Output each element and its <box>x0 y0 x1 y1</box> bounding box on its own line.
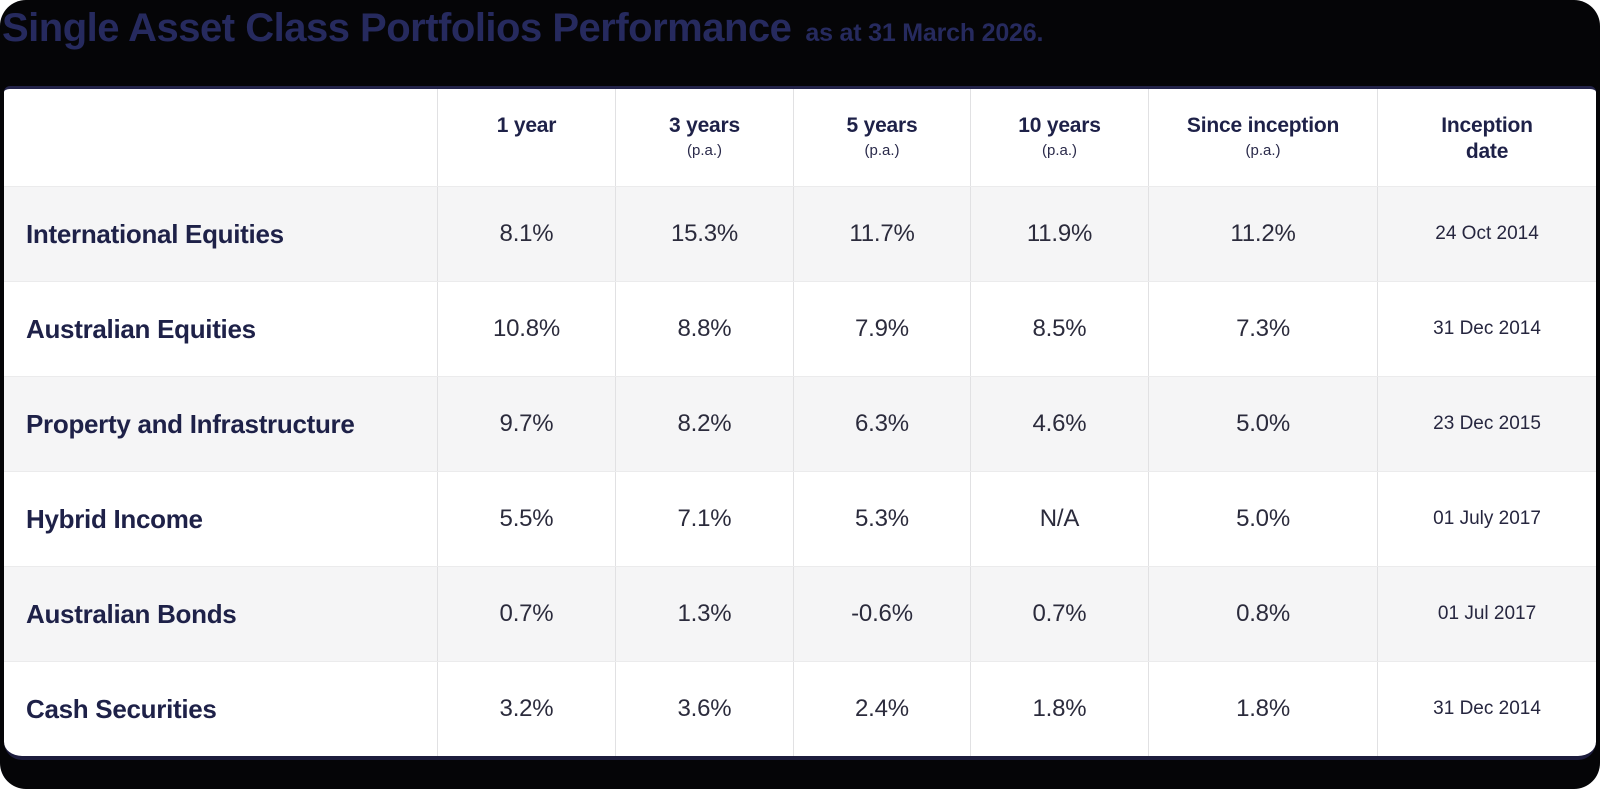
header-cell-10-years: 10 years (p.a.) <box>970 89 1148 187</box>
value-5-years: 7.9% <box>792 282 970 376</box>
value-3-years: 1.3% <box>615 567 793 661</box>
value-since-inception: 1.8% <box>1147 662 1377 756</box>
header-sublabel: (p.a.) <box>1245 142 1281 160</box>
value-1-year: 8.1% <box>437 187 615 281</box>
page-title: Single Asset Class Portfolios Performanc… <box>2 6 1600 51</box>
header-label: Inception date <box>1441 114 1533 164</box>
asset-class-name: Australian Equities <box>26 313 256 344</box>
value-since-inception: 0.8% <box>1147 567 1377 661</box>
header-label: 5 years <box>846 114 918 137</box>
asset-class-name: Cash Securities <box>26 693 217 724</box>
header-label: 1 year <box>496 114 557 137</box>
performance-table-card: 1 year 3 years (p.a.) 5 years (p.a.) 10 … <box>4 86 1596 760</box>
value-1-year: 9.7% <box>437 377 615 471</box>
inception-date: 01 Jul 2017 <box>1377 567 1596 661</box>
value-3-years: 8.8% <box>615 282 793 376</box>
value-1-year: 5.5% <box>437 472 615 566</box>
value-10-years: 4.6% <box>970 377 1148 471</box>
value-5-years: 6.3% <box>792 377 970 471</box>
header-label: Since inception <box>1186 114 1340 137</box>
table-row-australian-equities: Australian Equities 10.8% 8.8% 7.9% 8.5%… <box>4 281 1596 376</box>
value-1-year: 3.2% <box>437 662 615 756</box>
inception-date: 31 Dec 2014 <box>1377 662 1596 756</box>
header-cell-inception-date: Inception date <box>1377 89 1596 187</box>
value-3-years: 7.1% <box>615 472 793 566</box>
value-3-years: 3.6% <box>615 662 793 756</box>
value-since-inception: 5.0% <box>1147 377 1377 471</box>
asset-class-name: Property and Infrastructure <box>26 408 355 439</box>
value-1-year: 10.8% <box>437 282 615 376</box>
value-10-years: N/A <box>970 472 1148 566</box>
inception-date: 24 Oct 2014 <box>1377 187 1596 281</box>
header-label: 10 years <box>1018 114 1101 137</box>
value-5-years: 5.3% <box>792 472 970 566</box>
header-cell-since-inception: Since inception (p.a.) <box>1147 89 1377 187</box>
value-3-years: 15.3% <box>615 187 793 281</box>
header-cell-3-years: 3 years (p.a.) <box>615 89 793 187</box>
value-5-years: -0.6% <box>792 567 970 661</box>
as-at-date: as at 31 March 2026. <box>805 19 1044 47</box>
value-5-years: 11.7% <box>792 187 970 281</box>
header-sublabel: (p.a.) <box>1041 142 1077 160</box>
table-row-international-equities: International Equities 8.1% 15.3% 11.7% … <box>4 186 1596 281</box>
inception-date: 31 Dec 2014 <box>1377 282 1596 376</box>
value-10-years: 1.8% <box>970 662 1148 756</box>
value-since-inception: 5.0% <box>1147 472 1377 566</box>
table-header-row: 1 year 3 years (p.a.) 5 years (p.a.) 10 … <box>4 89 1596 187</box>
header-cell-5-years: 5 years (p.a.) <box>792 89 970 187</box>
value-1-year: 0.7% <box>437 567 615 661</box>
table-row-hybrid-income: Hybrid Income 5.5% 7.1% 5.3% N/A 5.0% 01… <box>4 471 1596 566</box>
header-label: 3 years <box>668 114 740 137</box>
header-sublabel: (p.a.) <box>864 142 900 160</box>
table-row-cash-securities: Cash Securities 3.2% 3.6% 2.4% 1.8% 1.8%… <box>4 661 1596 756</box>
table-row-property-and-infrastructure: Property and Infrastructure 9.7% 8.2% 6.… <box>4 376 1596 471</box>
asset-class-name: International Equities <box>26 218 284 249</box>
asset-class-name: Australian Bonds <box>26 598 237 629</box>
value-3-years: 8.2% <box>615 377 793 471</box>
value-10-years: 8.5% <box>970 282 1148 376</box>
header-cell-1-year: 1 year <box>437 89 615 187</box>
inception-date: 01 July 2017 <box>1377 472 1596 566</box>
header-cell-blank <box>4 89 437 187</box>
value-since-inception: 7.3% <box>1147 282 1377 376</box>
value-since-inception: 11.2% <box>1147 187 1377 281</box>
value-10-years: 11.9% <box>970 187 1148 281</box>
header-sublabel: (p.a.) <box>686 142 722 160</box>
value-10-years: 0.7% <box>970 567 1148 661</box>
table-row-australian-bonds: Australian Bonds 0.7% 1.3% -0.6% 0.7% 0.… <box>4 566 1596 661</box>
value-5-years: 2.4% <box>792 662 970 756</box>
inception-date: 23 Dec 2015 <box>1377 377 1596 471</box>
page-title-text: Single Asset Class Portfolios Performanc… <box>2 6 792 50</box>
asset-class-name: Hybrid Income <box>26 503 203 534</box>
